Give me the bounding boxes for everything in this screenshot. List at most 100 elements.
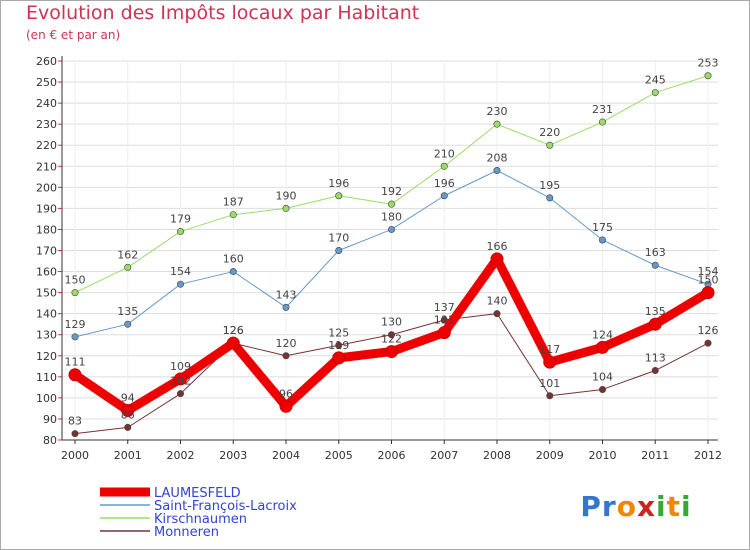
y-tick-label: 220 xyxy=(36,139,57,152)
data-label: 83 xyxy=(68,415,82,428)
data-point xyxy=(385,345,398,359)
data-label: 208 xyxy=(487,151,508,164)
data-label: 126 xyxy=(223,324,244,337)
legend-label: Monneren xyxy=(154,525,219,540)
data-point xyxy=(493,310,501,318)
x-tick-label: 2000 xyxy=(61,449,89,462)
data-label: 113 xyxy=(645,352,666,365)
data-label: 196 xyxy=(434,177,455,190)
data-label: 104 xyxy=(592,370,613,383)
y-tick-label: 80 xyxy=(43,434,57,447)
data-label: 131 xyxy=(434,314,455,327)
legend-label: Saint-François-Lacroix xyxy=(154,499,297,514)
x-tick-label: 2007 xyxy=(430,449,458,462)
data-point xyxy=(282,303,290,311)
data-point xyxy=(332,351,346,365)
data-point xyxy=(279,399,293,413)
data-label: 120 xyxy=(276,337,297,350)
y-tick-label: 90 xyxy=(43,413,57,426)
data-label: 154 xyxy=(698,265,719,278)
x-tick-label: 2001 xyxy=(114,449,142,462)
data-label: 119 xyxy=(328,339,349,352)
data-point xyxy=(387,225,395,233)
data-label: 117 xyxy=(539,343,560,356)
x-tick-label: 2003 xyxy=(219,449,247,462)
data-label: 126 xyxy=(698,324,719,337)
data-point xyxy=(282,352,290,360)
x-tick-label: 2004 xyxy=(272,449,300,462)
data-label: 180 xyxy=(381,210,402,223)
data-point xyxy=(124,263,132,271)
data-label: 231 xyxy=(592,103,613,116)
axis-layer: 8090100110120130140150160170180190200210… xyxy=(36,55,722,462)
data-point xyxy=(335,247,343,255)
data-point xyxy=(68,368,82,382)
data-label: 126 xyxy=(223,324,244,337)
data-label: 230 xyxy=(487,105,508,118)
data-label: 96 xyxy=(279,387,293,400)
x-tick-label: 2006 xyxy=(378,449,406,462)
data-point xyxy=(174,372,187,386)
data-point xyxy=(651,367,659,375)
logo-letter: r xyxy=(602,490,617,523)
data-label: 135 xyxy=(645,305,666,318)
data-label: 122 xyxy=(381,333,402,346)
data-label: 170 xyxy=(328,232,349,245)
data-point xyxy=(437,326,451,340)
data-point xyxy=(387,200,395,208)
data-label: 220 xyxy=(539,126,560,139)
data-point xyxy=(229,211,237,219)
data-label: 195 xyxy=(539,179,560,192)
x-tick-label: 2010 xyxy=(589,449,617,462)
data-point xyxy=(440,162,448,170)
x-tick-label: 2002 xyxy=(167,449,195,462)
legend: LAUMESFELDSaint-François-LacroixKirschna… xyxy=(100,486,297,540)
data-point xyxy=(229,268,237,276)
data-label: 179 xyxy=(170,213,191,226)
data-label: 111 xyxy=(65,356,86,369)
chart-subtitle: (en € et par an) xyxy=(26,28,121,42)
data-label: 86 xyxy=(121,408,135,421)
data-label: 130 xyxy=(381,316,402,329)
data-label: 166 xyxy=(487,240,508,253)
x-tick-label: 2008 xyxy=(483,449,511,462)
y-tick-label: 230 xyxy=(36,118,57,131)
y-tick-label: 180 xyxy=(36,223,57,236)
data-label: 101 xyxy=(539,377,560,390)
data-label: 245 xyxy=(645,74,666,87)
data-point xyxy=(177,280,185,288)
data-label: 129 xyxy=(65,318,86,331)
data-point xyxy=(177,390,185,398)
data-point xyxy=(71,289,79,297)
chart-title: Evolution des Impôts locaux par Habitant xyxy=(26,2,420,24)
data-point xyxy=(440,316,448,324)
y-tick-label: 110 xyxy=(36,371,57,384)
data-label: 150 xyxy=(65,274,86,287)
data-point xyxy=(596,340,609,354)
y-tick-label: 200 xyxy=(36,181,57,194)
y-tick-label: 260 xyxy=(36,55,57,68)
x-tick-label: 2011 xyxy=(641,449,669,462)
data-label: 102 xyxy=(170,375,191,388)
y-tick-label: 240 xyxy=(36,97,57,110)
proxiti-logo: Proxiti xyxy=(580,490,691,523)
data-label: 253 xyxy=(698,57,719,70)
logo-letter: o xyxy=(617,490,637,523)
data-label: 187 xyxy=(223,196,244,209)
data-point xyxy=(121,404,135,418)
data-label: 196 xyxy=(328,177,349,190)
y-tick-label: 130 xyxy=(36,329,57,342)
data-point xyxy=(704,72,712,80)
data-label: 163 xyxy=(645,246,666,259)
data-label: 190 xyxy=(276,189,297,202)
legend-label: LAUMESFELD xyxy=(154,486,241,501)
data-label: 125 xyxy=(328,326,349,339)
data-label: 124 xyxy=(592,328,613,341)
y-tick-label: 170 xyxy=(36,245,57,258)
logo-text: Proxiti xyxy=(580,490,691,523)
data-point xyxy=(493,120,501,128)
y-tick-label: 140 xyxy=(36,308,57,321)
y-tick-label: 100 xyxy=(36,392,57,405)
data-point xyxy=(598,385,606,393)
